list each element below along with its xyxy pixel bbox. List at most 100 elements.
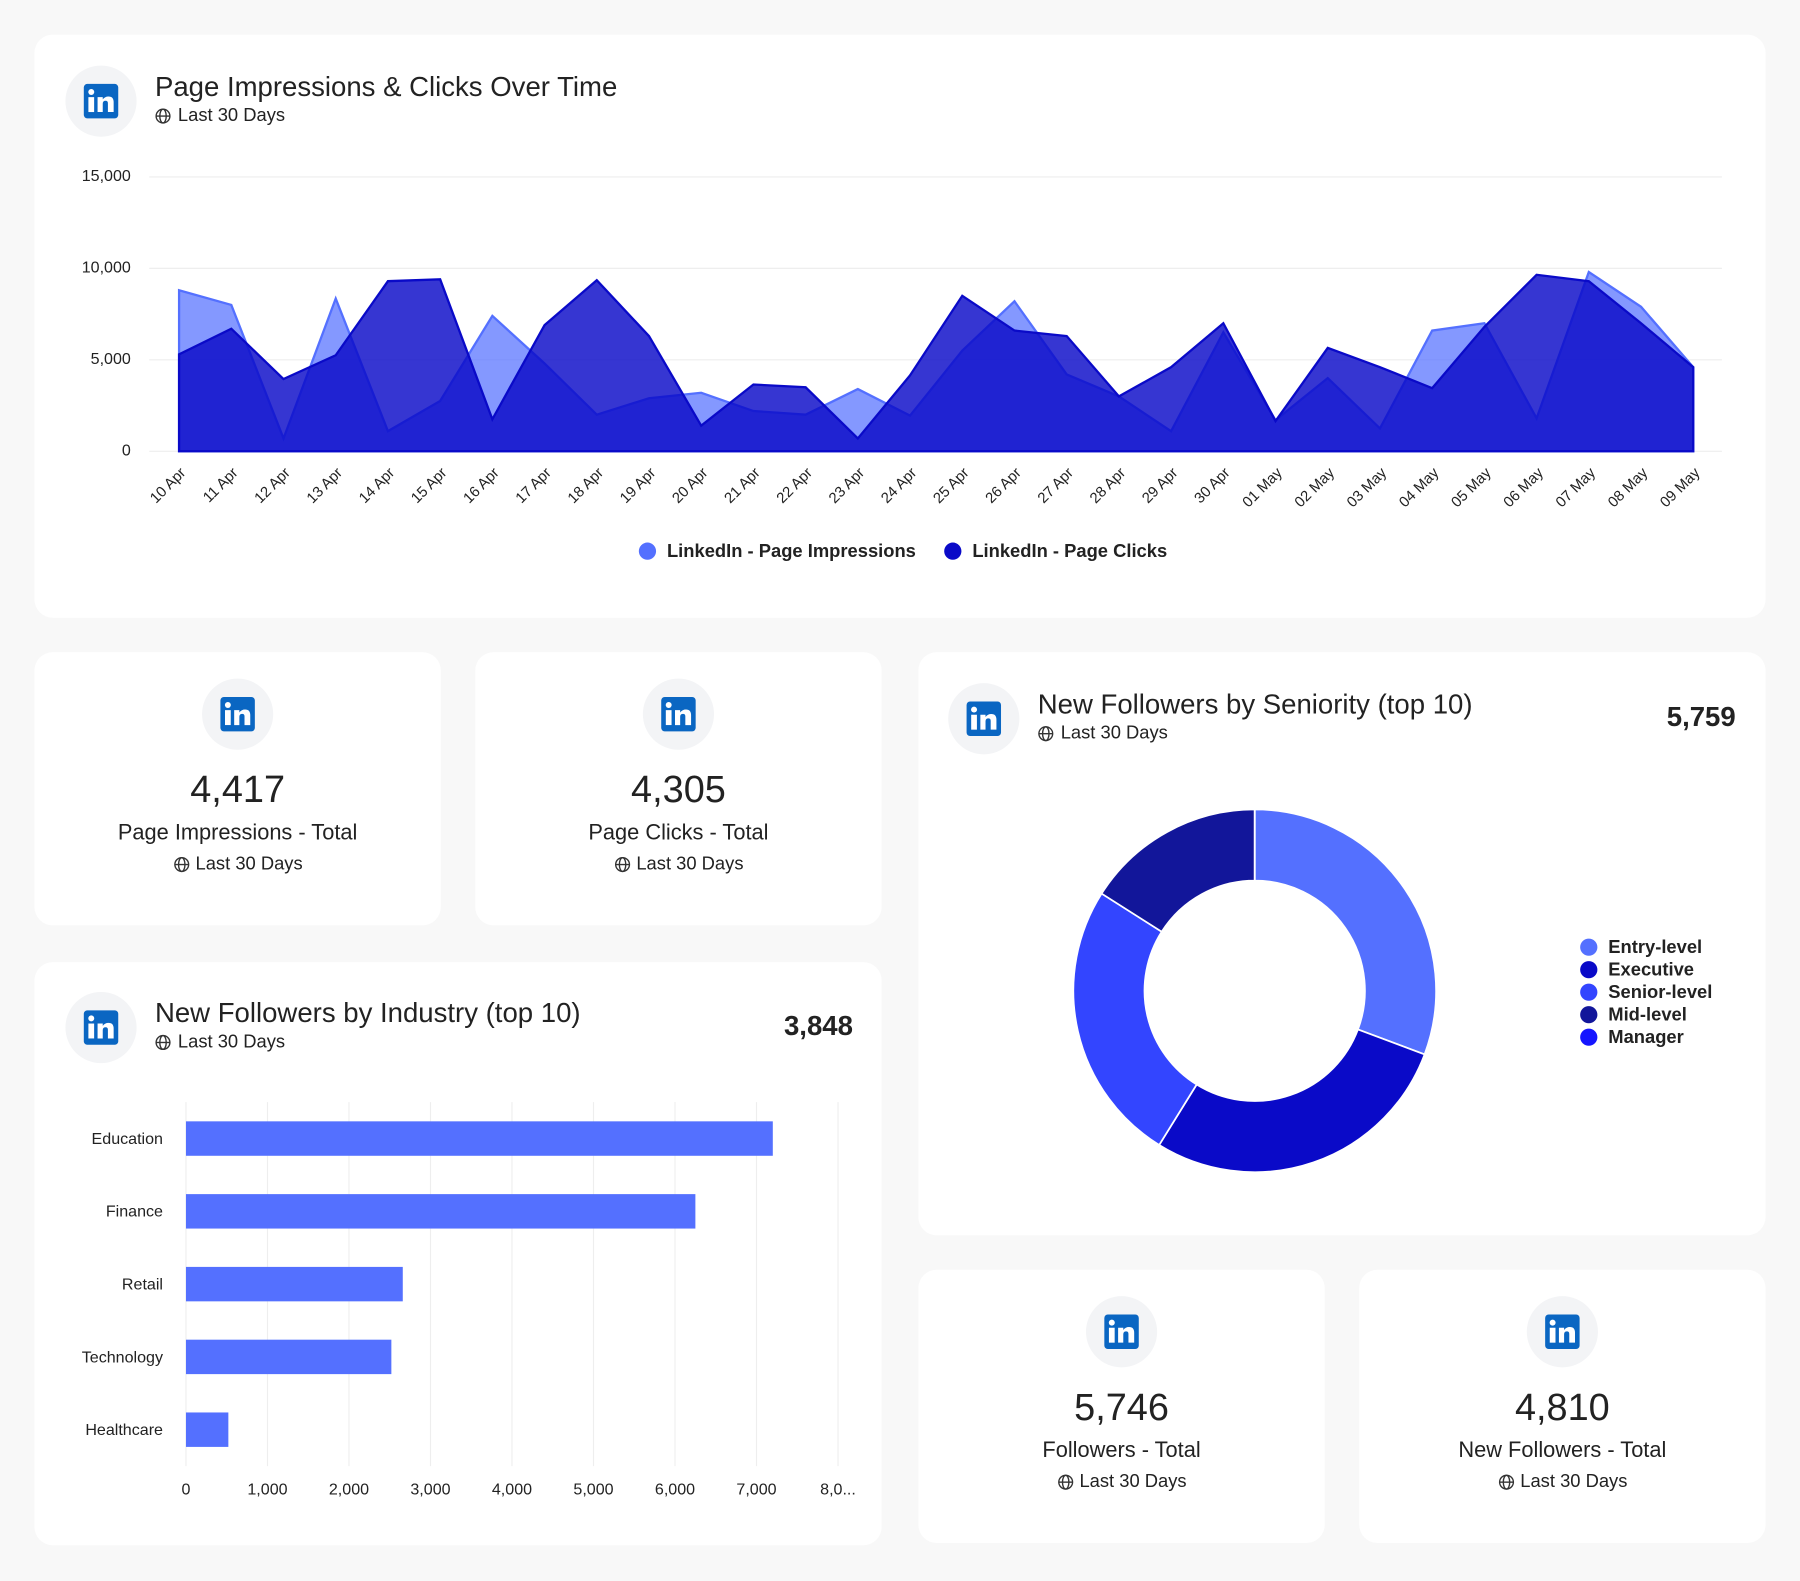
icon-stem xyxy=(88,97,95,113)
icon-stem xyxy=(225,710,231,726)
y-tick-label: 10,000 xyxy=(82,259,131,277)
legend-label: Entry-level xyxy=(1608,936,1702,957)
card xyxy=(34,652,441,926)
icon-dot xyxy=(224,701,231,708)
legend-label: LinkedIn - Page Impressions xyxy=(667,540,916,561)
kpi-value: 4,305 xyxy=(631,769,726,811)
legend-swatch xyxy=(638,542,657,560)
bar xyxy=(185,1266,403,1302)
icon-dot xyxy=(88,1015,95,1022)
linkedin-icon xyxy=(202,678,274,750)
kpi-value: 4,810 xyxy=(1515,1387,1610,1429)
legend-swatch xyxy=(1580,983,1598,1001)
y-tick-label: Technology xyxy=(82,1348,163,1366)
period: Last 30 Days xyxy=(178,1030,285,1051)
icon-dot xyxy=(665,701,672,708)
kpi-label: Followers - Total xyxy=(1042,1437,1200,1462)
icon-stem xyxy=(971,714,977,730)
legend-label: Senior-level xyxy=(1608,981,1712,1002)
linkedin-icon xyxy=(1526,1296,1598,1368)
linkedin-icon xyxy=(65,65,137,137)
globe-icon xyxy=(1058,1474,1074,1490)
globe-icon xyxy=(155,1034,171,1051)
card xyxy=(34,34,1766,618)
x-tick-label: 5,000 xyxy=(573,1480,613,1498)
y-tick-label: Education xyxy=(92,1130,163,1148)
period: Last 30 Days xyxy=(196,852,303,873)
donut-segment xyxy=(1157,1028,1426,1174)
kpi-value: 4,417 xyxy=(190,769,285,811)
icon-dot xyxy=(1108,1319,1115,1326)
x-tick-label: 3,000 xyxy=(410,1480,450,1498)
y-tick-label: Retail xyxy=(122,1276,163,1294)
period: Last 30 Days xyxy=(1520,1470,1627,1491)
kpi-label: Page Impressions - Total xyxy=(118,819,357,844)
period: Last 30 Days xyxy=(636,852,743,873)
icon-n xyxy=(675,709,692,726)
globe-icon xyxy=(155,108,171,124)
legend-swatch xyxy=(944,542,962,560)
card xyxy=(918,1269,1325,1543)
card xyxy=(475,652,882,926)
legend-label: Executive xyxy=(1608,959,1694,980)
y-tick-label: Healthcare xyxy=(85,1421,163,1439)
linkedin-icon xyxy=(65,991,137,1064)
x-tick-label: 8,0... xyxy=(820,1480,856,1498)
x-tick-label: 0 xyxy=(182,1480,191,1498)
donut-segment xyxy=(1072,892,1198,1147)
legend-label: Mid-level xyxy=(1608,1004,1687,1025)
icon-stem xyxy=(1549,1327,1556,1343)
linkedin-icon xyxy=(642,678,715,750)
chart-title: New Followers by Seniority (top 10) xyxy=(1038,688,1473,719)
icon-stem xyxy=(88,1023,95,1039)
y-tick-label: Finance xyxy=(106,1203,163,1221)
period: Last 30 Days xyxy=(1079,1470,1186,1491)
globe-icon xyxy=(614,856,631,873)
kpi-label: New Followers - Total xyxy=(1458,1437,1666,1462)
bar xyxy=(185,1194,696,1229)
x-tick-label: 7,000 xyxy=(736,1480,776,1498)
linkedin-icon xyxy=(1085,1296,1158,1368)
chart-title: New Followers by Industry (top 10) xyxy=(155,997,581,1028)
card xyxy=(34,962,882,1546)
icon-n xyxy=(97,96,114,113)
kpi-label: Page Clicks - Total xyxy=(588,819,768,844)
globe-icon xyxy=(1038,726,1054,742)
icon-n xyxy=(1118,1327,1135,1343)
legend-swatch xyxy=(1580,1006,1598,1024)
icon-stem xyxy=(665,710,672,726)
x-tick-label: 6,000 xyxy=(655,1480,695,1498)
period: Last 30 Days xyxy=(178,104,285,125)
linkedin-icon xyxy=(948,683,1020,755)
chart-total: 3,848 xyxy=(784,1010,853,1041)
y-tick-label: 15,000 xyxy=(82,167,131,185)
chart-total: 5,759 xyxy=(1667,701,1736,732)
y-tick-label: 0 xyxy=(122,442,131,460)
icon-n xyxy=(234,709,251,726)
legend-label: LinkedIn - Page Clicks xyxy=(972,540,1167,561)
legend-label: Manager xyxy=(1608,1026,1684,1047)
x-tick-label: 2,000 xyxy=(329,1480,369,1498)
icon-dot xyxy=(971,706,978,713)
chart-title: Page Impressions & Clicks Over Time xyxy=(155,71,617,102)
legend-swatch xyxy=(1580,1028,1598,1046)
icon-n xyxy=(97,1022,114,1039)
icon-n xyxy=(980,714,997,730)
globe-icon xyxy=(1498,1474,1515,1490)
period: Last 30 Days xyxy=(1061,722,1168,743)
kpi-value: 5,746 xyxy=(1074,1387,1169,1429)
donut-segment xyxy=(1253,808,1437,1056)
icon-dot xyxy=(1549,1319,1556,1326)
bar xyxy=(185,1412,229,1447)
legend-swatch xyxy=(1580,938,1598,956)
x-tick-label: 1,000 xyxy=(247,1480,287,1498)
icon-dot xyxy=(88,88,95,95)
area xyxy=(177,273,1695,453)
globe-icon xyxy=(174,856,190,873)
card xyxy=(1359,1269,1766,1543)
icon-stem xyxy=(1108,1327,1115,1343)
bar xyxy=(185,1339,392,1375)
x-tick-label: 4,000 xyxy=(492,1480,532,1498)
